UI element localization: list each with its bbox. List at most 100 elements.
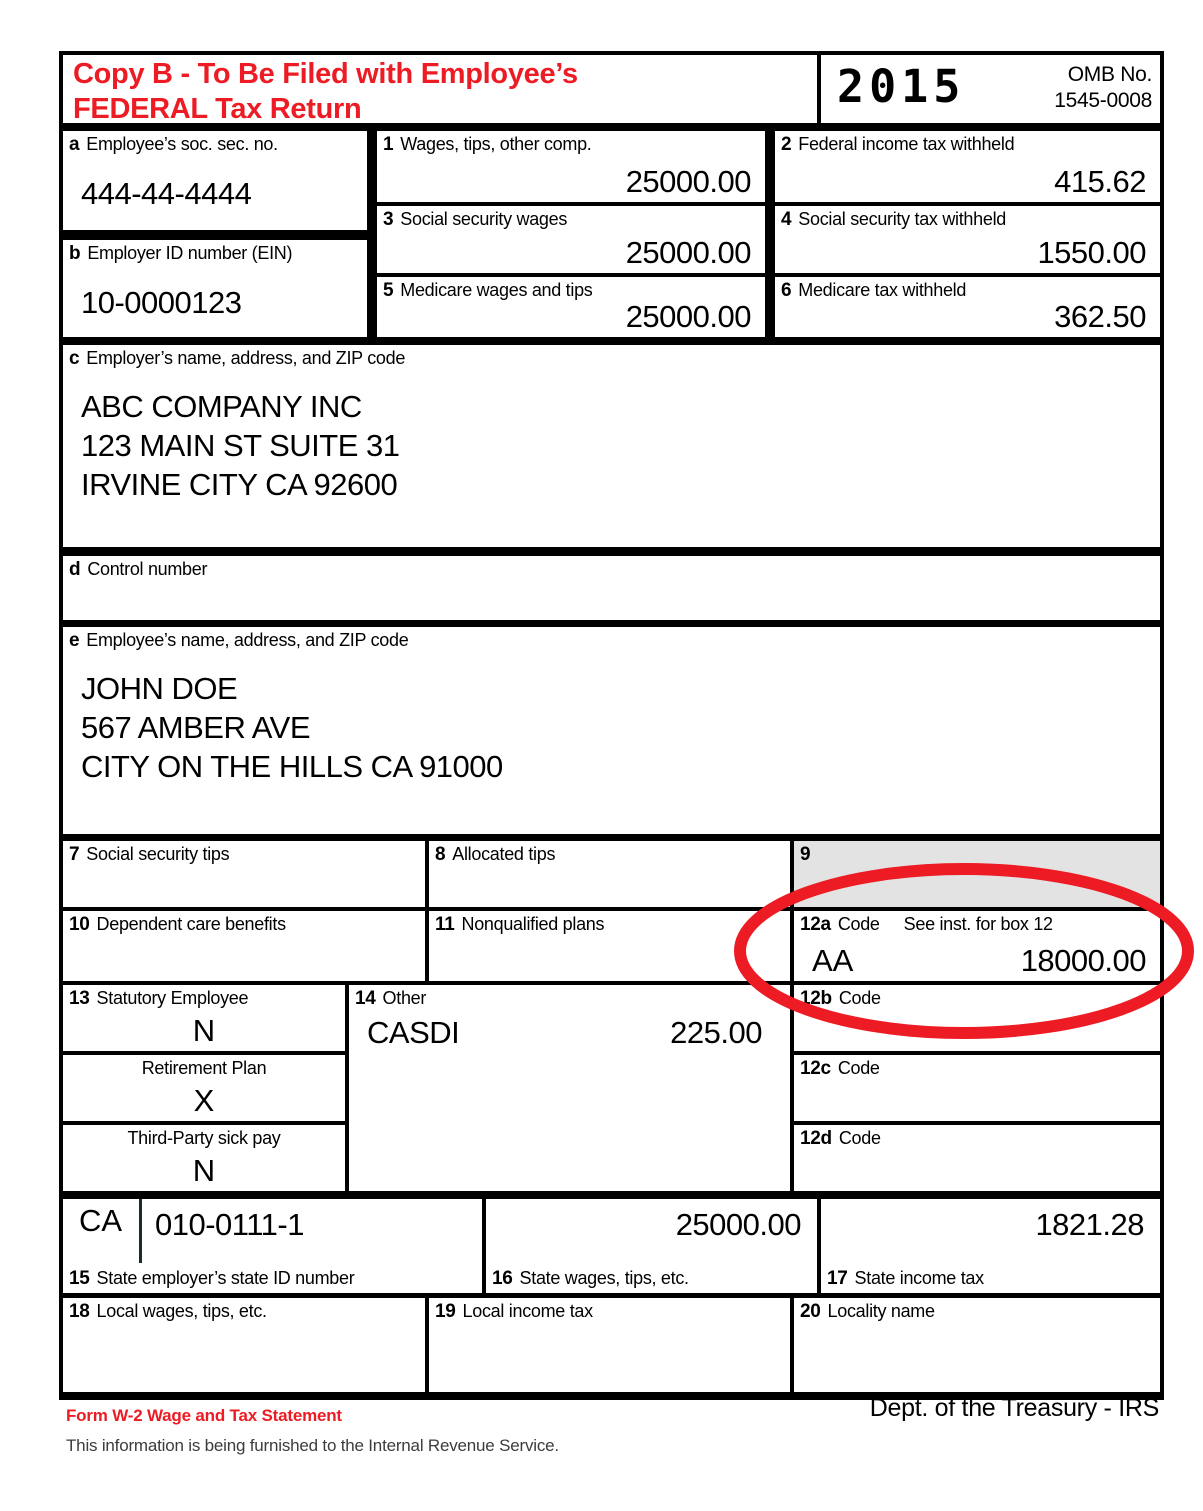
tax-year: 2015 bbox=[837, 60, 966, 113]
state-divider-line bbox=[139, 1199, 142, 1263]
box-4-value: 1550.00 bbox=[1037, 235, 1146, 270]
box-10: 10 Dependent care benefits bbox=[63, 911, 425, 981]
box-17: 1821.28 17 State income tax bbox=[821, 1199, 1160, 1293]
box-12c-label: 12c Code bbox=[800, 1058, 880, 1080]
box-20-number: 20 bbox=[800, 1301, 821, 1322]
box-16: 25000.00 16 State wages, tips, etc. bbox=[486, 1199, 817, 1293]
box-6-label-text: Medicare tax withheld bbox=[798, 280, 967, 300]
box-c-number: c bbox=[69, 348, 80, 369]
box-e-label-text: Employee’s name, address, and ZIP code bbox=[86, 630, 409, 650]
box-3-label-text: Social security wages bbox=[400, 209, 568, 229]
footer-furnish-note: This information is being furnished to t… bbox=[66, 1436, 559, 1455]
box-12a: 12a Code See inst. for box 12 AA 18000.00 bbox=[794, 911, 1160, 981]
box-15-label-text: State employer’s state ID number bbox=[96, 1268, 355, 1288]
box-14-amount: 225.00 bbox=[670, 1015, 762, 1050]
omb-label: OMB No. bbox=[1067, 63, 1153, 86]
header-year-box: 2015 OMB No. 1545-0008 bbox=[821, 55, 1160, 123]
box-2-label: 2 Federal income tax withheld bbox=[781, 134, 1015, 156]
box-b-value: 10-0000123 bbox=[81, 285, 242, 320]
box-2-value: 415.62 bbox=[1054, 164, 1146, 199]
box-12a-note: See inst. for box 12 bbox=[903, 914, 1053, 934]
footer-dept-treasury: Dept. of the Treasury - IRS bbox=[869, 1394, 1160, 1422]
box-17-label-text: State income tax bbox=[854, 1268, 985, 1288]
box-6: 6 Medicare tax withheld 362.50 bbox=[775, 277, 1160, 337]
box-19: 19 Local income tax bbox=[429, 1298, 790, 1392]
box-7-label: 7 Social security tips bbox=[69, 844, 230, 866]
box-1-label-text: Wages, tips, other comp. bbox=[400, 134, 592, 154]
employee-name: JOHN DOE bbox=[81, 671, 238, 706]
box-7-number: 7 bbox=[69, 844, 80, 865]
box-13-sickpay: Third-Party sick pay N bbox=[63, 1125, 345, 1191]
box-17-value: 1821.28 bbox=[1035, 1207, 1144, 1242]
box-1-value: 25000.00 bbox=[625, 164, 752, 199]
box-20: 20 Locality name bbox=[794, 1298, 1160, 1392]
box-3-number: 3 bbox=[383, 209, 394, 230]
box-15-label: 15 State employer’s state ID number bbox=[69, 1268, 355, 1290]
box-16-value: 25000.00 bbox=[675, 1207, 802, 1242]
box-8-label: 8 Allocated tips bbox=[435, 844, 555, 866]
box-3-label: 3 Social security wages bbox=[383, 209, 567, 231]
box-a-value: 444-44-4444 bbox=[81, 176, 252, 211]
box-2: 2 Federal income tax withheld 415.62 bbox=[775, 131, 1160, 202]
box-5-number: 5 bbox=[383, 280, 394, 301]
box-4-number: 4 bbox=[781, 209, 792, 230]
box-7: 7 Social security tips bbox=[63, 841, 425, 907]
box-a-label: a Employee’s soc. sec. no. bbox=[69, 134, 278, 156]
box-13-sickpay-label: Third-Party sick pay bbox=[127, 1128, 281, 1148]
box-d: d Control number bbox=[63, 556, 1160, 620]
w2-form-grid: Copy B - To Be Filed with Employee’s FED… bbox=[63, 55, 1160, 1396]
box-12c-label-text: Code bbox=[837, 1058, 880, 1078]
box-12a-code: AA bbox=[812, 943, 854, 978]
box-12c: 12c Code bbox=[794, 1055, 1160, 1121]
employee-city: CITY ON THE HILLS CA 91000 bbox=[81, 749, 503, 784]
box-13-statutory: 13 Statutory Employee N bbox=[63, 985, 345, 1051]
box-e-label: e Employee’s name, address, and ZIP code bbox=[69, 630, 409, 652]
box-16-label: 16 State wages, tips, etc. bbox=[492, 1268, 689, 1290]
box-13-retirement-value: X bbox=[193, 1083, 215, 1118]
box-13-retirement-label: Retirement Plan bbox=[141, 1058, 267, 1078]
box-15-state-id: 010-0111-1 bbox=[155, 1207, 304, 1242]
omb-value: 1545-0008 bbox=[1054, 89, 1152, 112]
box-18-label-text: Local wages, tips, etc. bbox=[96, 1301, 268, 1321]
box-11-number: 11 bbox=[435, 914, 455, 935]
employer-street: 123 MAIN ST SUITE 31 bbox=[81, 428, 400, 463]
box-c: c Employer’s name, address, and ZIP code … bbox=[63, 345, 1160, 547]
box-14-desc: CASDI bbox=[367, 1015, 460, 1050]
box-16-number: 16 bbox=[492, 1268, 513, 1289]
box-12b: 12b Code bbox=[794, 985, 1160, 1051]
box-2-number: 2 bbox=[781, 134, 792, 155]
box-a-label-text: Employee’s soc. sec. no. bbox=[86, 134, 278, 154]
employee-address: JOHN DOE 567 AMBER AVE CITY ON THE HILLS… bbox=[81, 669, 503, 786]
copy-title-line2: FEDERAL Tax Return bbox=[73, 93, 362, 125]
box-15: CA 010-0111-1 15 State employer’s state I… bbox=[63, 1199, 482, 1293]
box-12d: 12d Code bbox=[794, 1125, 1160, 1191]
box-12b-number: 12b bbox=[800, 988, 832, 1009]
box-12a-label: 12a Code See inst. for box 12 bbox=[800, 914, 1053, 936]
box-10-label: 10 Dependent care benefits bbox=[69, 914, 286, 936]
box-17-number: 17 bbox=[827, 1268, 848, 1289]
box-13-number: 13 bbox=[69, 988, 90, 1009]
box-1-number: 1 bbox=[383, 134, 394, 155]
box-5-label-text: Medicare wages and tips bbox=[400, 280, 593, 300]
box-15-state: CA bbox=[78, 1203, 123, 1238]
box-4-label: 4 Social security tax withheld bbox=[781, 209, 1006, 231]
box-14-label: 14 Other bbox=[355, 988, 426, 1010]
box-5: 5 Medicare wages and tips 25000.00 bbox=[377, 277, 765, 337]
box-e: e Employee’s name, address, and ZIP code … bbox=[63, 627, 1160, 834]
box-12a-number: 12a bbox=[800, 914, 831, 935]
box-d-label: d Control number bbox=[69, 559, 207, 581]
box-a: a Employee’s soc. sec. no. 444-44-4444 bbox=[63, 131, 367, 230]
box-8-number: 8 bbox=[435, 844, 446, 865]
box-3-value: 25000.00 bbox=[625, 235, 752, 270]
box-13-statutory-label-text: Statutory Employee bbox=[96, 988, 249, 1008]
header-copy-box: Copy B - To Be Filed with Employee’s FED… bbox=[63, 55, 817, 125]
box-5-label: 5 Medicare wages and tips bbox=[383, 280, 593, 302]
box-7-label-text: Social security tips bbox=[86, 844, 230, 864]
box-16-label-text: State wages, tips, etc. bbox=[519, 1268, 690, 1288]
box-13-retirement: Retirement Plan X bbox=[63, 1055, 345, 1121]
box-4-label-text: Social security tax withheld bbox=[798, 209, 1006, 229]
box-17-label: 17 State income tax bbox=[827, 1268, 984, 1290]
box-12a-label-text: Code bbox=[837, 914, 880, 934]
box-18: 18 Local wages, tips, etc. bbox=[63, 1298, 425, 1392]
